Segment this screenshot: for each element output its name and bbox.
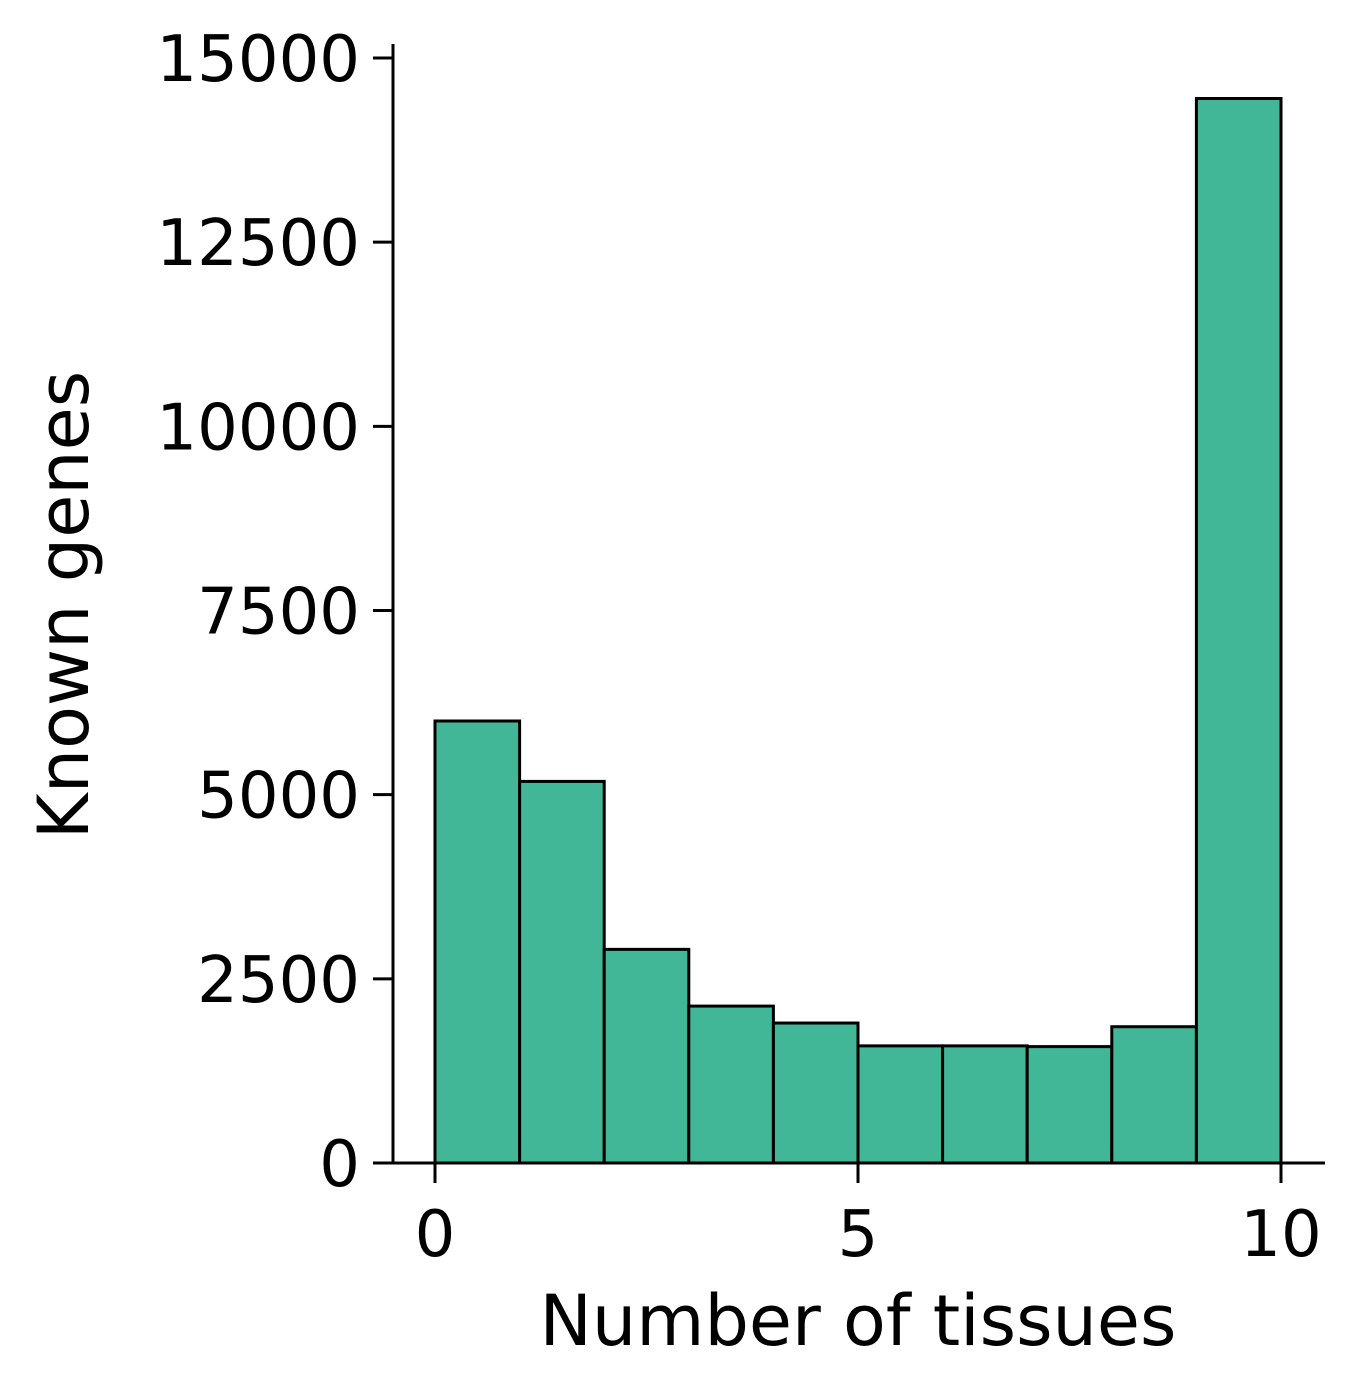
ticks-layer: 0 2500 5000 7500 10000 12500 15000 0 5 10 <box>156 23 1321 1272</box>
histogram-bar-4 <box>771 1021 860 1165</box>
histogram-bar-8 <box>1110 1025 1198 1165</box>
y-tick-label-7500: 7500 <box>197 576 360 650</box>
y-tick-label-5000: 5000 <box>197 760 360 834</box>
histogram-bar-5 <box>856 1044 945 1165</box>
histogram-bar-2 <box>602 947 691 1165</box>
y-tick-label-15000: 15000 <box>156 23 360 97</box>
x-tick-label-0: 0 <box>415 1198 456 1272</box>
histogram-bar-0 <box>433 719 522 1165</box>
histogram-bar-9 <box>1194 97 1283 1165</box>
x-tick-label-5: 5 <box>838 1198 879 1272</box>
histogram-bar-1 <box>518 779 606 1165</box>
y-tick-label-12500: 12500 <box>156 207 360 281</box>
x-axis-label: Number of tissues <box>540 1280 1177 1362</box>
y-axis-label: Known genes <box>23 371 105 839</box>
x-tick-label-10: 10 <box>1240 1198 1321 1272</box>
bars-layer <box>433 97 1283 1165</box>
histogram-bar-6 <box>941 1044 1029 1165</box>
y-tick-label-0: 0 <box>319 1128 360 1202</box>
histogram-bar-3 <box>687 1004 775 1165</box>
y-tick-label-10000: 10000 <box>156 391 360 465</box>
histogram-bar-7 <box>1025 1045 1114 1165</box>
y-tick-label-2500: 2500 <box>197 944 360 1018</box>
